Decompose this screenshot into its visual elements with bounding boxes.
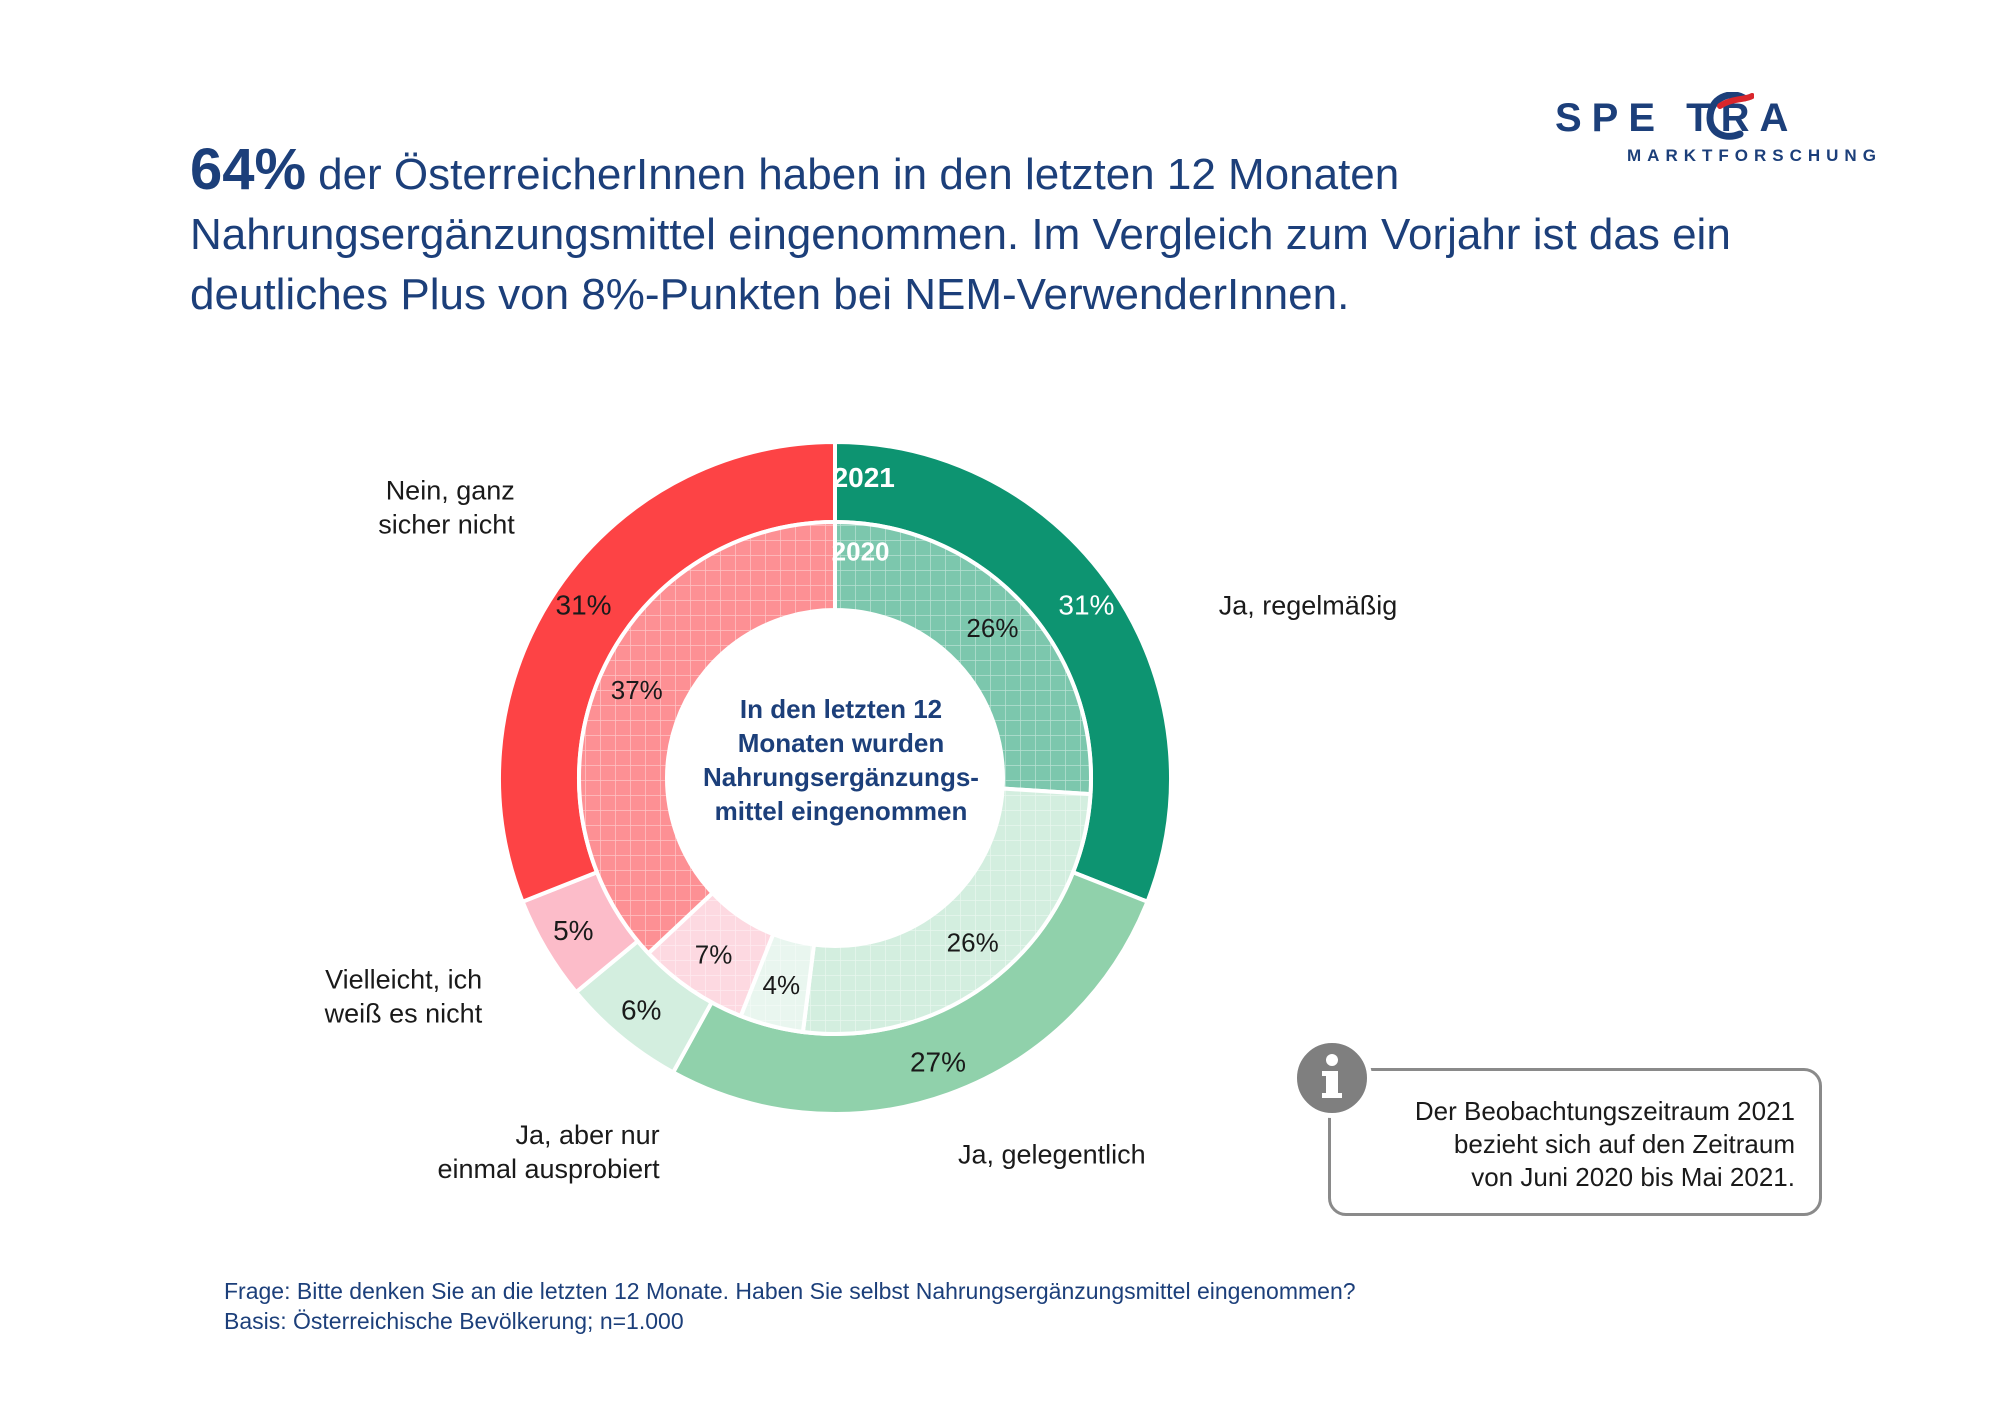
headline: 64% der ÖsterreicherInnen haben in den le… [190, 140, 1840, 325]
inner-slice-grid-1 [802, 788, 1091, 1034]
center-label: mittel eingenommen [715, 796, 968, 826]
outer-value-label: 5% [553, 915, 593, 946]
outer-value-label: 6% [621, 995, 661, 1026]
category-label: sicher nicht [378, 509, 515, 539]
inner-slice-grid-2 [740, 934, 814, 1032]
info-i-glyph [1322, 1054, 1342, 1098]
center-label: In den letzten 12 [740, 694, 942, 724]
footnote: Frage: Bitte denken Sie an die letzten 1… [224, 1276, 1924, 1336]
category-label: Ja, regelmäßig [1219, 590, 1398, 620]
inner-ring-grid-overlay [579, 522, 1091, 1034]
inner-value-label: 26% [966, 613, 1018, 643]
inner-value-label: 4% [762, 970, 800, 1000]
footnote-basis: Basis: Österreichische Bevölkerung; n=1.… [224, 1308, 684, 1334]
info-text: Der Beobachtungszeitraum 2021 bezieht si… [1355, 1095, 1795, 1194]
info-line: Der Beobachtungszeitraum 2021 [1414, 1096, 1795, 1126]
headline-text: der ÖsterreicherInnen haben in den letzt… [190, 150, 1731, 319]
outer-value-label: 27% [910, 1046, 966, 1077]
chart-labels: 31% 27% 6% 5% 31% 26% 26% 4% 7% 37% 2021 2020 Ja, re… [324, 462, 1398, 1184]
center-label: Nahrungsergänzungs- [703, 762, 979, 792]
series-label-2021: 2021 [833, 462, 895, 493]
center-label: Monaten wurden [738, 728, 945, 758]
category-label: einmal ausprobiert [437, 1154, 660, 1184]
category-label: weiß es nicht [324, 999, 483, 1029]
info-line: von Juni 2020 bis Mai 2021. [1471, 1162, 1795, 1192]
category-label: Ja, aber nur [516, 1120, 660, 1150]
logo-wordmark: SPE TRA [1555, 96, 1799, 140]
inner-value-label: 37% [611, 675, 663, 705]
info-box: Der Beobachtungszeitraum 2021 bezieht si… [1328, 1068, 1822, 1216]
spectra-logo: SPE TRA MARKTFORSCHUNG [1555, 92, 1876, 176]
category-label: Vielleicht, ich [325, 965, 482, 995]
inner-slice-grid-3 [648, 893, 774, 1017]
series-label-2020: 2020 [832, 536, 890, 566]
inner-slice-grid-4 [579, 522, 835, 954]
category-label: Ja, gelegentlich [958, 1140, 1146, 1170]
category-label: Nein, ganz [386, 475, 515, 505]
headline-highlight: 64% [190, 137, 307, 202]
info-line: bezieht sich auf den Zeitraum [1453, 1129, 1795, 1159]
logo-c-swoosh-icon [1706, 92, 1754, 140]
logo-subtitle: MARKTFORSCHUNG [1627, 146, 1882, 165]
info-icon [1292, 1038, 1372, 1118]
outer-value-label: 31% [556, 590, 612, 621]
outer-value-label: 31% [1058, 590, 1114, 621]
footnote-question: Frage: Bitte denken Sie an die letzten 1… [224, 1278, 1356, 1304]
inner-slice-grid-0 [835, 522, 1091, 795]
inner-value-label: 7% [695, 940, 733, 970]
inner-value-label: 26% [947, 927, 999, 957]
